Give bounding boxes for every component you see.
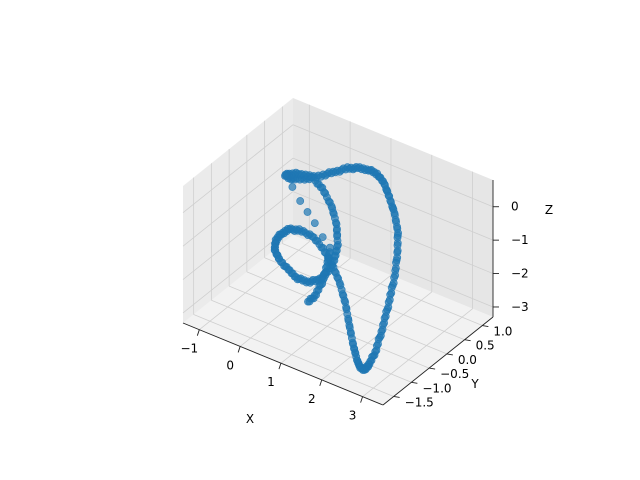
x-tick-mark [360, 396, 364, 403]
z-gridline [182, 124, 294, 214]
z-gridline [292, 191, 494, 274]
x-tick-label: −1 [180, 342, 198, 356]
x-gridline [199, 241, 310, 331]
left-pane [183, 98, 293, 323]
x-tick-mark [237, 346, 241, 353]
y-axis-label: Y [470, 377, 479, 391]
x-tick-label: 3 [349, 409, 357, 423]
y-tick-mark [429, 367, 436, 370]
scatter-point [318, 233, 327, 241]
x-axis-label: X [246, 412, 254, 426]
axes-lines [182, 180, 499, 406]
y-tick-label: −1.0 [422, 381, 451, 395]
x-gridline [280, 274, 392, 364]
scatter-point [303, 208, 312, 216]
z-tick-label: −1 [511, 233, 529, 247]
z-gridline [292, 124, 494, 208]
y-gridline [228, 285, 430, 369]
y-tick-label: 0.0 [458, 353, 477, 367]
scatter-point [288, 183, 297, 191]
y-axis-line [382, 316, 494, 406]
x-gridline [362, 308, 473, 397]
x-tick-mark [319, 379, 323, 387]
x-tick-label: 2 [308, 392, 316, 406]
y-gridline [282, 243, 483, 326]
y-gridline [264, 257, 465, 341]
x-tick-mark [196, 329, 200, 336]
z-axis-label: Z [545, 203, 553, 217]
scatter-point [310, 219, 319, 227]
y-tick-label: −1.5 [405, 395, 434, 409]
y-tick-mark [411, 381, 418, 384]
y-gridline [211, 299, 412, 383]
y-tick-label: 1.0 [493, 325, 512, 339]
scatter-point [281, 171, 289, 180]
x-tick-label: 0 [226, 358, 234, 372]
scatter-point [304, 297, 312, 306]
y-tick-mark [464, 339, 471, 342]
tick-labels: −1 0 1 2 3 −1.5−1.0−0.50.00.51.0 −3 −2 −1 0 [180, 200, 528, 423]
x-tick-label: 1 [267, 375, 275, 389]
y-tick-mark [393, 396, 400, 398]
z-gridline [182, 157, 294, 247]
z-tick-label: 0 [511, 200, 519, 214]
y-gridline [193, 314, 394, 397]
x-axis-line [182, 322, 384, 406]
y-tick-label: −0.5 [440, 367, 469, 381]
z-tick-label: −2 [511, 267, 529, 281]
scatter-points [270, 163, 402, 374]
y-tick-mark [482, 325, 489, 327]
z-gridline [182, 191, 294, 280]
scatter-point [296, 197, 305, 205]
y-tick-label: 0.5 [476, 339, 495, 353]
z-tick-label: −3 [511, 300, 529, 314]
y-tick-mark [446, 353, 453, 356]
x-tick-mark [278, 363, 282, 370]
